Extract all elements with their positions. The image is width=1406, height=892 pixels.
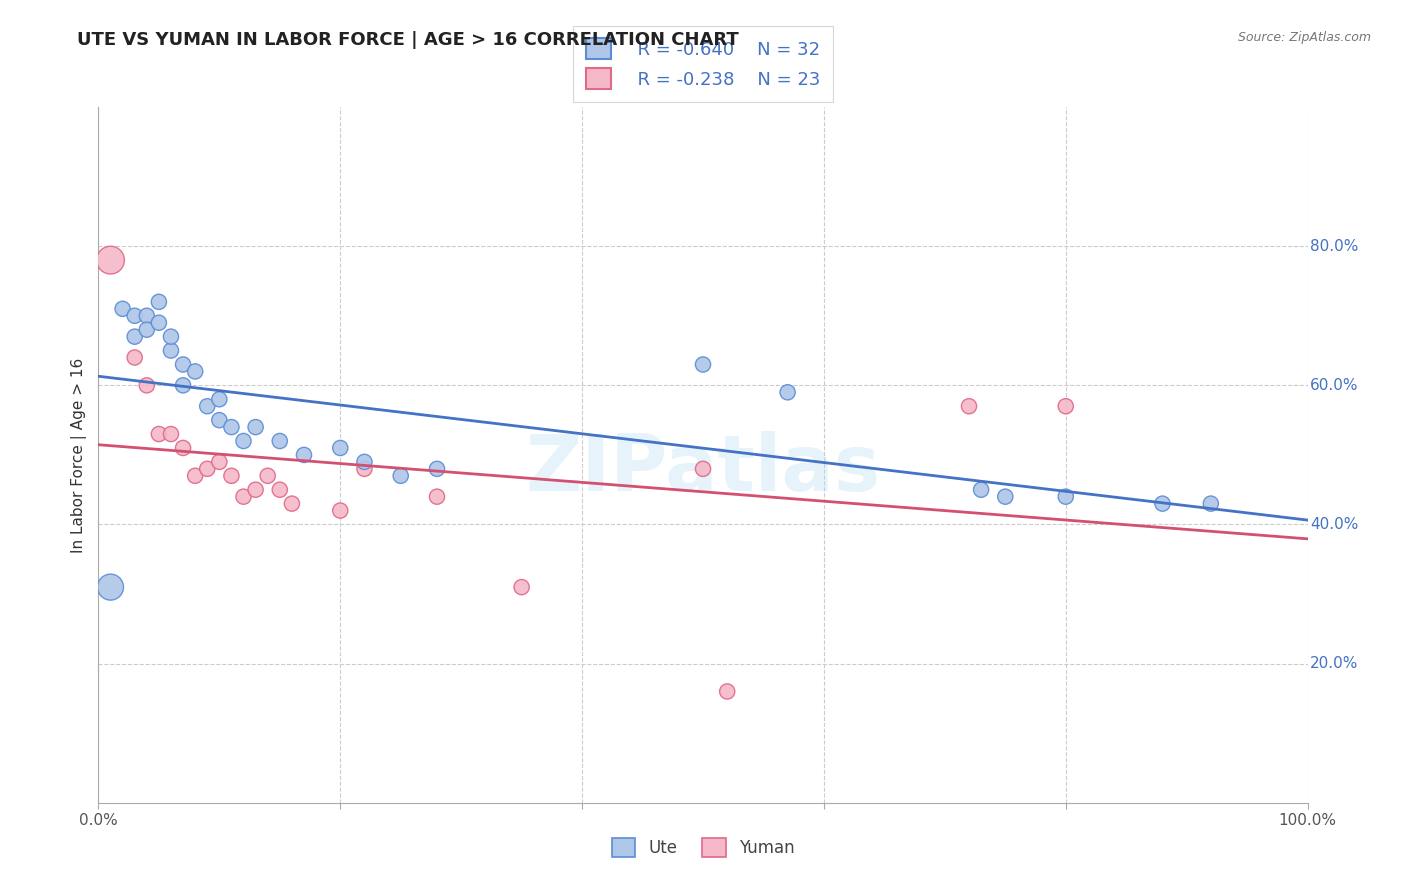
Point [208,392,231,407]
Point [148,294,170,309]
Text: Source: ZipAtlas.com: Source: ZipAtlas.com [1237,31,1371,45]
Y-axis label: In Labor Force | Age > 16: In Labor Force | Age > 16 [72,358,87,552]
Point [100,253,122,268]
Point [124,351,146,365]
Point [124,309,146,323]
Point [135,309,157,323]
Point [221,468,243,483]
Point [426,462,449,476]
Point [172,378,194,392]
Point [269,483,291,497]
Point [135,378,157,392]
Point [245,420,267,434]
Point [329,503,352,517]
Point [1199,497,1222,511]
Point [776,385,799,400]
Point [195,462,218,476]
Point [148,427,170,442]
Point [208,455,231,469]
Point [160,329,183,343]
Point [245,483,267,497]
Legend: Ute, Yuman: Ute, Yuman [605,831,801,864]
Point [329,441,352,455]
Text: 20.0%: 20.0% [1310,657,1358,671]
Point [970,483,993,497]
Text: ZIPatlas: ZIPatlas [526,431,880,507]
Text: 80.0%: 80.0% [1310,239,1358,253]
Point [1054,399,1077,413]
Point [160,343,183,358]
Point [281,497,304,511]
Point [135,323,157,337]
Point [353,462,375,476]
Point [184,364,207,378]
Point [426,490,449,504]
Point [208,413,231,427]
Text: UTE VS YUMAN IN LABOR FORCE | AGE > 16 CORRELATION CHART: UTE VS YUMAN IN LABOR FORCE | AGE > 16 C… [77,31,740,49]
Text: 60.0%: 60.0% [1310,378,1358,392]
Point [221,420,243,434]
Point [172,358,194,372]
Point [957,399,980,413]
Point [716,684,738,698]
Point [172,441,194,455]
Point [195,399,218,413]
Point [184,468,207,483]
Point [232,434,254,448]
Point [269,434,291,448]
Point [232,490,254,504]
Point [692,358,714,372]
Point [353,455,375,469]
Point [292,448,315,462]
Text: 40.0%: 40.0% [1310,517,1358,532]
Point [510,580,533,594]
Point [160,427,183,442]
Point [1152,497,1174,511]
Point [389,468,412,483]
Point [111,301,134,316]
Point [124,329,146,343]
Point [100,580,122,594]
Point [994,490,1017,504]
Point [256,468,278,483]
Point [692,462,714,476]
Point [148,316,170,330]
Point [1054,490,1077,504]
